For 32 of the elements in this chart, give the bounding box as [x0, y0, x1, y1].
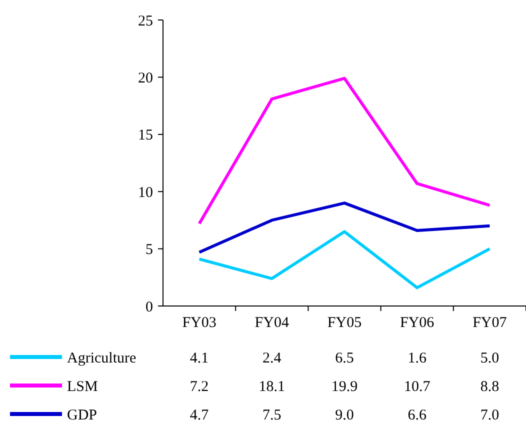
- data-label: 5.0: [480, 350, 500, 366]
- data-label: 19.9: [331, 378, 358, 395]
- data-label: 4.7: [190, 407, 210, 424]
- data-label: 18.1: [258, 378, 286, 395]
- y-tick-label: 10: [138, 184, 153, 201]
- y-tick-label: 15: [138, 128, 153, 144]
- legend-label: LSM: [67, 378, 98, 395]
- data-label: 10.7: [404, 378, 431, 395]
- x-tick-label: FY06: [400, 315, 435, 331]
- x-tick-label: FY07: [472, 315, 508, 331]
- line-series: [198, 230, 492, 290]
- data-label: 8.8: [480, 378, 500, 395]
- legend-label: GDP: [67, 407, 98, 424]
- data-label: 7.0: [480, 407, 500, 424]
- data-label: 6.6: [408, 407, 427, 424]
- data-label: 9.0: [335, 407, 354, 424]
- data-label: 7.2: [190, 378, 209, 395]
- data-label: 4.1: [190, 350, 209, 366]
- x-tick-label: FY03: [182, 315, 216, 331]
- x-tick-label: FY04: [254, 315, 290, 331]
- data-label: 7.5: [262, 407, 282, 424]
- y-tick-label: 20: [138, 70, 153, 86]
- line-series: [198, 76, 492, 226]
- line-series: [198, 202, 492, 254]
- data-label: 2.4: [262, 350, 282, 366]
- data-label: 1.6: [408, 350, 427, 366]
- data-label: 6.5: [335, 350, 354, 366]
- y-tick-label: 5: [146, 242, 153, 258]
- x-tick-label: FY05: [327, 315, 362, 331]
- legend-label: Agriculture: [67, 350, 136, 366]
- y-tick-label: 0: [146, 299, 153, 316]
- y-tick-label: 25: [138, 13, 153, 30]
